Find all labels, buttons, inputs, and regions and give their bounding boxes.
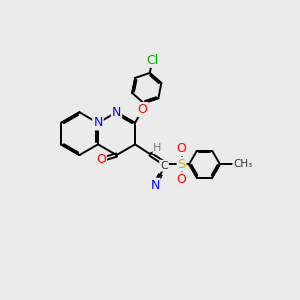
Text: O: O (137, 103, 147, 116)
Text: O: O (96, 153, 106, 166)
Text: N: N (112, 106, 121, 119)
Text: N: N (150, 179, 160, 192)
Text: H: H (153, 143, 162, 153)
Text: O: O (177, 173, 187, 186)
Text: C: C (160, 161, 168, 171)
Text: S: S (178, 158, 186, 171)
Text: O: O (177, 142, 187, 155)
Text: Cl: Cl (146, 54, 158, 67)
Text: N: N (93, 116, 103, 130)
Text: CH₃: CH₃ (233, 159, 252, 169)
